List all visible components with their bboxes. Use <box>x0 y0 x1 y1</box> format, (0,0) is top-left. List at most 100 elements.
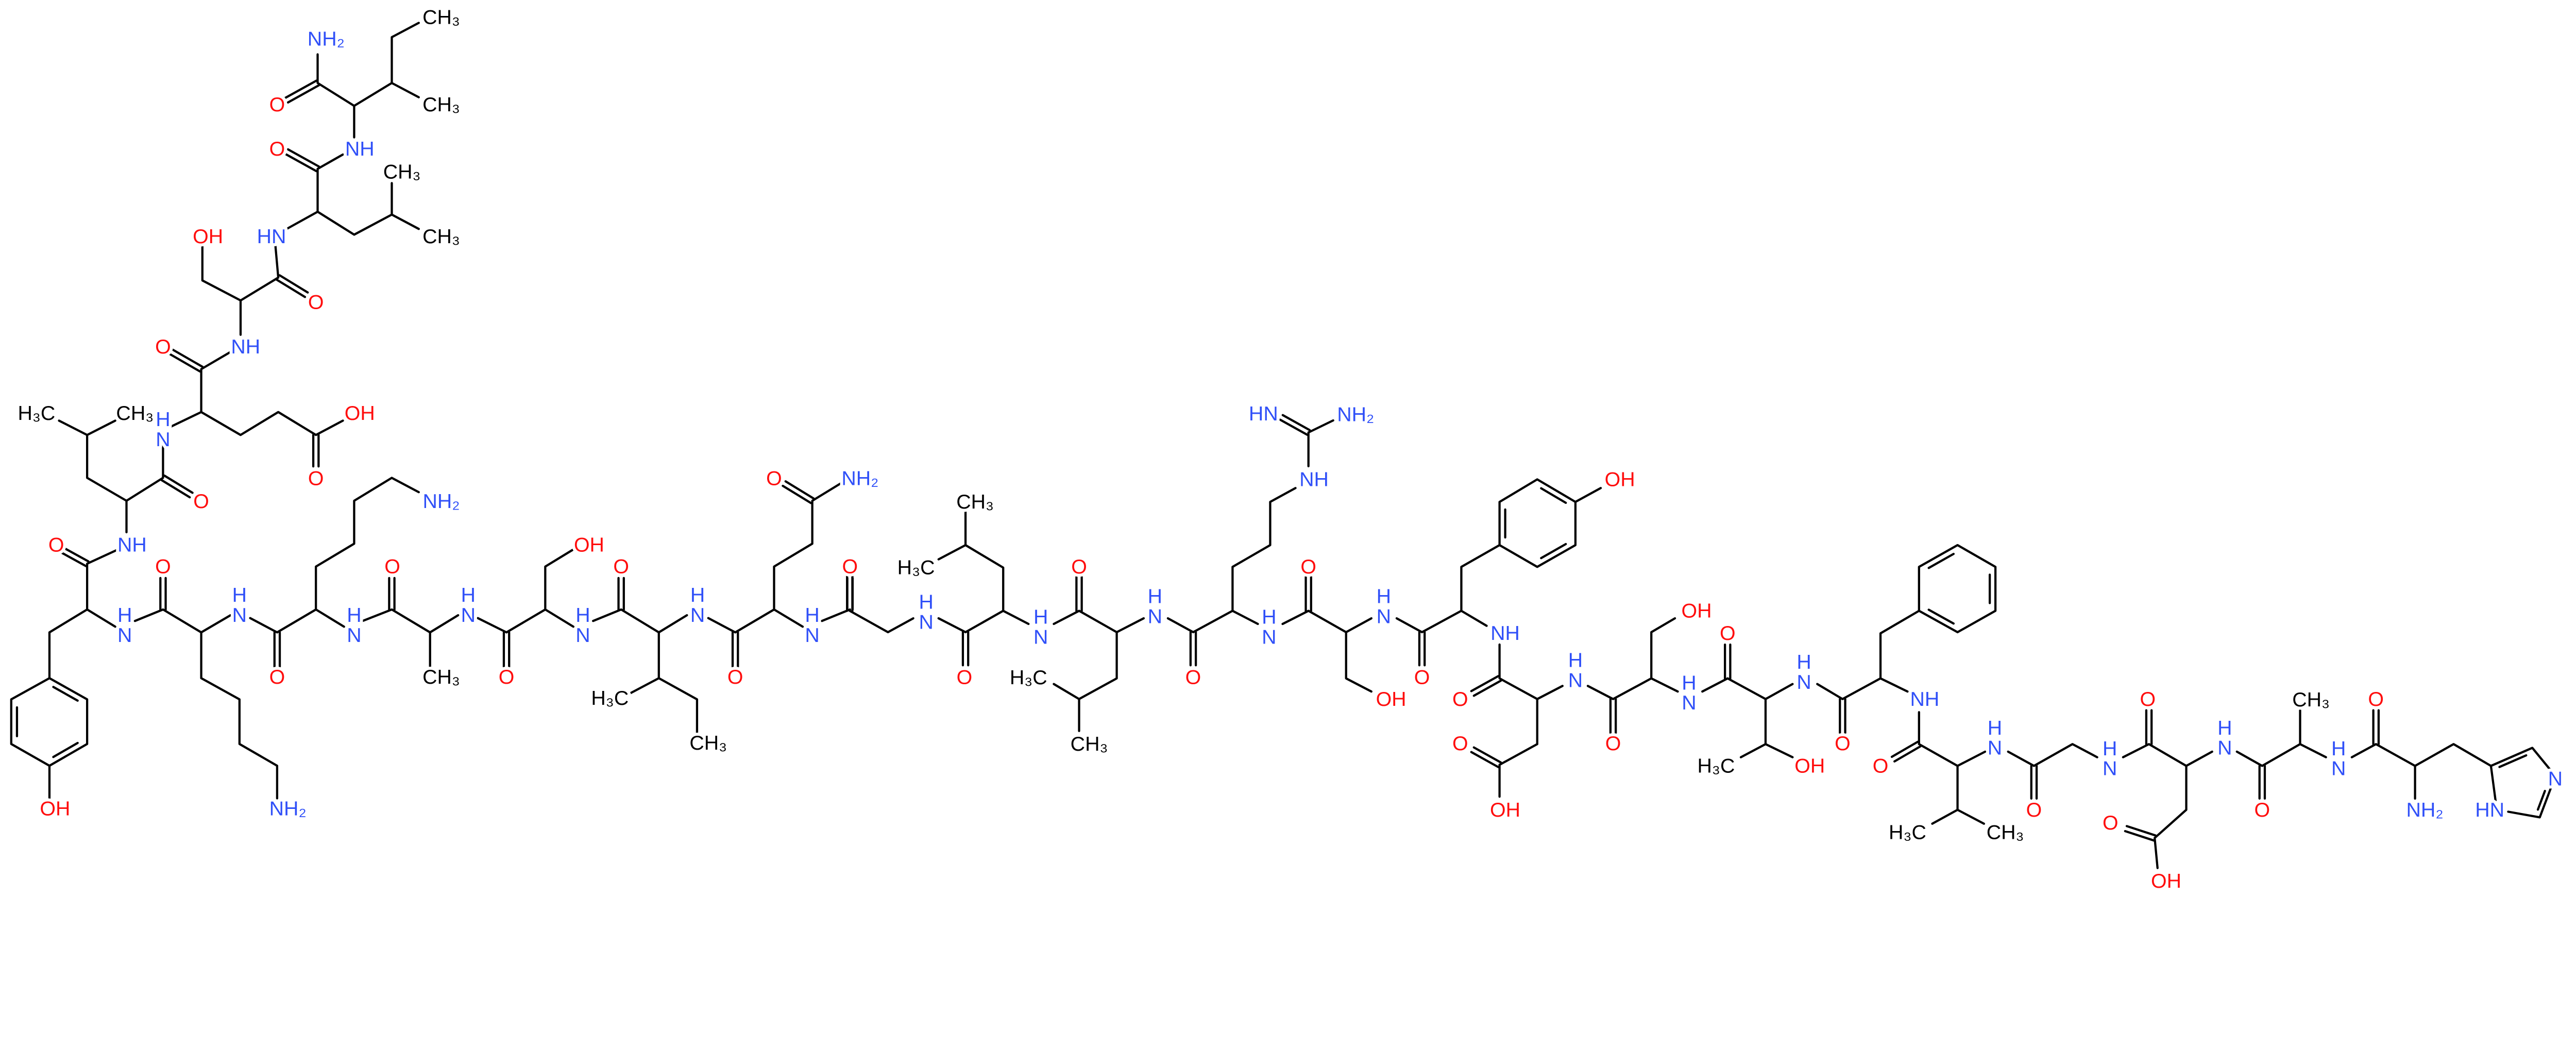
atom-label-nitrogen: HN <box>257 225 286 248</box>
atom-label-oxygen: O <box>269 138 285 160</box>
atom-label-carbon: CH₃ <box>422 225 460 248</box>
atom-label-oxygen: O <box>613 555 629 578</box>
bond <box>544 608 575 628</box>
double-bond <box>286 84 320 104</box>
double-bond <box>1281 414 1311 431</box>
atom-label-nitrogen: HN <box>1564 649 1587 689</box>
atom-label-carbon: H₃C <box>18 402 56 425</box>
atom-label-oxygen: O <box>269 93 285 116</box>
atom-label-oxygen: O <box>155 555 171 578</box>
bond <box>1956 808 1986 825</box>
bond <box>2122 743 2188 869</box>
atom-label-oxygen: O <box>1185 666 1201 689</box>
bond <box>58 419 164 502</box>
atom-label-nitrogen: HN <box>113 604 136 644</box>
bond <box>2235 709 2301 767</box>
double-bond <box>59 545 90 563</box>
bond <box>937 544 967 561</box>
atom-label-carbon: CH₃ <box>422 6 460 28</box>
double-bond <box>284 79 318 99</box>
atom-label-carbon: H₃C <box>1889 821 1926 843</box>
double-bond <box>1890 740 1919 758</box>
atom-label-oxygen: OH <box>345 402 375 425</box>
double-bond <box>169 353 201 373</box>
atom-label-oxygen: OH <box>1682 600 1712 622</box>
bond <box>1460 610 1488 627</box>
atom-label-nitrogen: NH <box>117 533 147 556</box>
double-bond <box>1893 745 1922 763</box>
bond <box>316 153 393 236</box>
bond <box>1879 677 1909 693</box>
atom-label-nitrogen: HN <box>343 604 365 644</box>
bond <box>773 608 804 628</box>
bond <box>1498 643 1538 798</box>
atom-label-oxygen: O <box>1873 754 1889 777</box>
atom-label-nitrogen: NH <box>1910 688 1940 710</box>
bond <box>285 210 319 230</box>
bond <box>315 608 345 628</box>
bond <box>1115 617 1145 634</box>
double-bond <box>784 480 815 500</box>
atom-label-oxygen: O <box>499 666 515 688</box>
atom-label-nitrogen: HN <box>457 584 480 624</box>
bond <box>2299 743 2327 758</box>
atom-label-oxygen: O <box>2255 799 2270 821</box>
aromatic-inner-bond <box>52 686 79 702</box>
bond <box>316 53 393 107</box>
atom-label-nitrogen: HN <box>571 604 594 644</box>
atom-label-nitrogen: NH <box>1490 622 1520 645</box>
atom-label-oxygen: O <box>1452 688 1468 710</box>
bond <box>86 419 116 436</box>
atom-label-oxygen: O <box>727 666 743 688</box>
atom-label-nitrogen: NH₂ <box>2406 799 2444 821</box>
atom-label-carbon: CH₃ <box>422 666 460 688</box>
bond <box>1650 677 1679 693</box>
atom-label-oxygen: OH <box>1490 799 1520 821</box>
atom-label-oxygen: O <box>957 666 973 689</box>
atom-label-carbon: CH₃ <box>383 160 421 183</box>
atom-label-carbon: CH₃ <box>116 402 154 425</box>
atom-label-nitrogen: NH <box>1299 468 1329 490</box>
atom-label-nitrogen: HN <box>2475 799 2504 821</box>
atom-label-carbon: CH₃ <box>422 93 460 116</box>
atom-label-oxygen: O <box>1414 666 1430 689</box>
bond <box>2350 743 2416 800</box>
atom-label-nitrogen: NH <box>345 138 375 160</box>
atom-label-oxygen: O <box>766 467 782 490</box>
atom-label-nitrogen: HN <box>2213 717 2236 757</box>
atom-label-oxygen: OH <box>574 533 604 556</box>
bond <box>391 213 420 230</box>
bond <box>707 482 842 634</box>
bond <box>1307 419 1334 468</box>
atom-label-oxygen: OH <box>2151 870 2181 892</box>
bond <box>1345 617 1372 634</box>
atom-label-nitrogen: HN <box>1144 585 1166 625</box>
double-bond <box>284 153 318 173</box>
aromatic-inner-bond <box>1927 552 1955 569</box>
atom-label-oxygen: OH <box>1605 468 1635 490</box>
aromatic-inner-bond <box>1927 608 1955 625</box>
double-bond <box>163 474 194 494</box>
bond <box>1231 610 1259 625</box>
bond <box>937 510 1005 634</box>
atom-label-nitrogen: NH₂ <box>269 798 307 820</box>
atom-label-nitrogen: HN <box>151 408 174 448</box>
bond <box>249 477 420 634</box>
atom-label-carbon: CH₃ <box>1071 733 1108 755</box>
bond <box>1956 750 1987 767</box>
atom-label-carbon: CH₃ <box>956 490 994 513</box>
atom-label-nitrogen: HN <box>1372 585 1395 625</box>
atom-label-carbon: H₃C <box>591 687 629 709</box>
double-bond <box>172 348 204 368</box>
atom-label-nitrogen: HN <box>2327 737 2350 777</box>
aromatic-inner-bond <box>1540 543 1567 560</box>
double-bond <box>1472 746 1502 764</box>
bond <box>1002 610 1030 625</box>
atom-label-oxygen: O <box>1452 732 1468 755</box>
double-bond <box>1470 675 1500 692</box>
double-bond <box>276 278 307 298</box>
atom-label-oxygen: O <box>2368 688 2384 710</box>
atom-label-nitrogen: HN <box>1249 402 1278 425</box>
bond <box>2507 787 2552 819</box>
bond <box>2007 743 2098 767</box>
